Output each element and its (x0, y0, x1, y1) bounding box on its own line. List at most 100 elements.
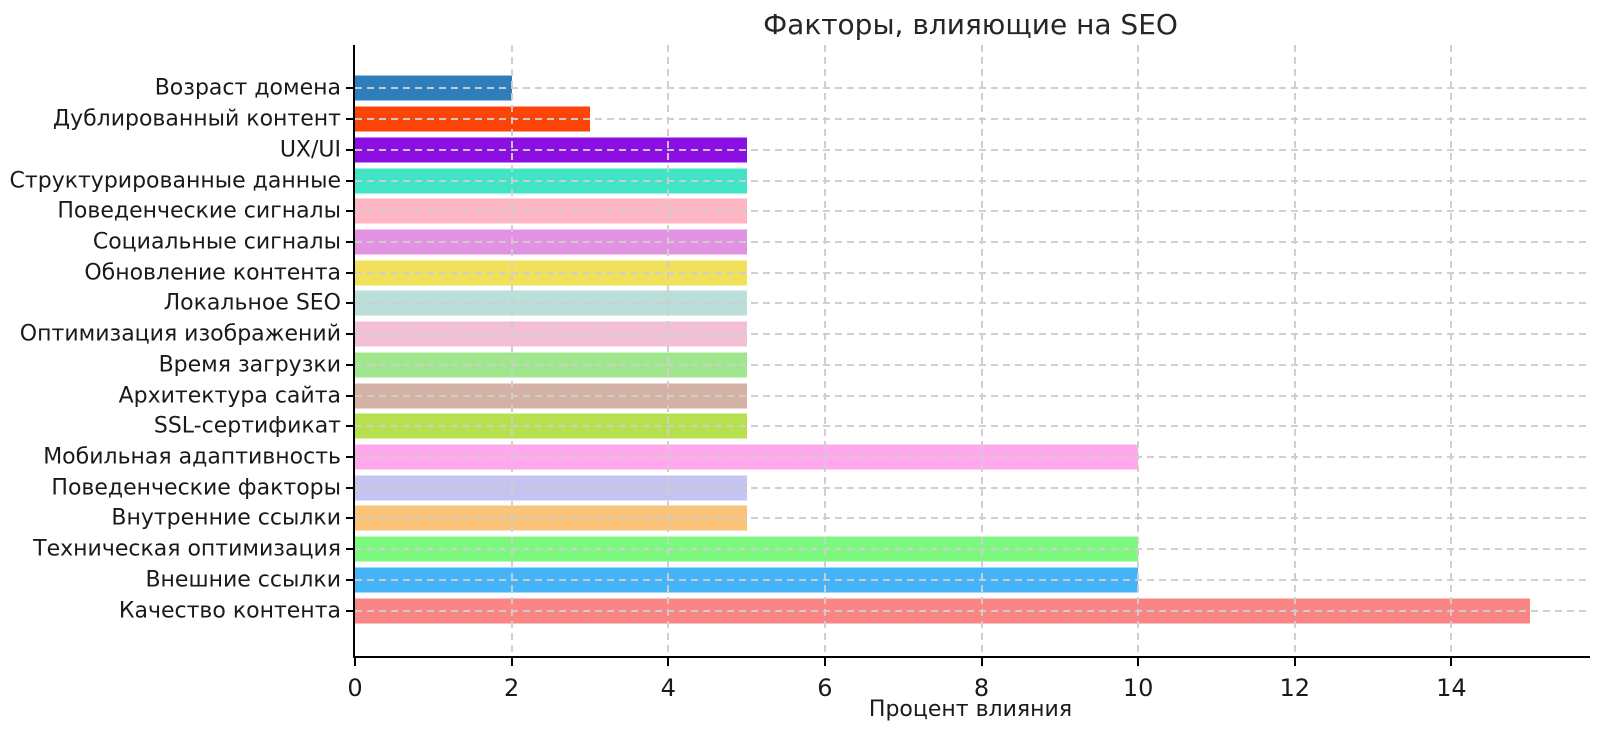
y-tick-mark (346, 578, 353, 581)
vertical-gridline (1293, 45, 1296, 656)
x-tick-mark (980, 656, 983, 666)
chart-row: Внутренние ссылки (111, 503, 1590, 534)
horizontal-gridline (355, 578, 1590, 581)
y-tick-label: Оптимизация изображений (19, 321, 341, 347)
y-tick-mark (346, 609, 353, 612)
horizontal-gridline (355, 179, 1590, 182)
horizontal-gridline (355, 333, 1590, 336)
chart-row: Мобильная адаптивность (43, 442, 1590, 473)
chart-title: Факторы, влияющие на SEO (763, 8, 1178, 41)
x-tick-mark (667, 656, 670, 666)
y-tick-mark (346, 363, 353, 366)
y-tick-mark (346, 240, 353, 243)
x-tick-mark (1450, 656, 1453, 666)
y-tick-mark (346, 394, 353, 397)
chart-row: Дублированный контент (53, 104, 1590, 135)
x-tick-label: 2 (503, 674, 520, 702)
horizontal-gridline (355, 394, 1590, 397)
horizontal-gridline (355, 486, 1590, 489)
y-tick-mark (346, 548, 353, 551)
vertical-gridline (823, 45, 826, 656)
vertical-gridline (510, 45, 513, 656)
y-tick-label: Обновление контента (84, 260, 341, 286)
plot-area: Возраст домена Дублированный контент UX/UI… (10, 45, 1590, 702)
x-tick-label: 4 (660, 674, 676, 702)
horizontal-gridline (355, 118, 1590, 121)
x-tick-mark (823, 656, 826, 666)
chart-row: Архитектура сайта (119, 380, 1590, 411)
y-tick-label: SSL-сертификат (153, 413, 341, 439)
y-tick-mark (346, 148, 353, 151)
y-tick-label: Поведенческие факторы (51, 475, 341, 501)
horizontal-gridline (355, 363, 1590, 366)
horizontal-gridline (355, 609, 1590, 612)
y-tick-label: Возраст домена (154, 75, 341, 101)
y-tick-mark (346, 271, 353, 274)
horizontal-gridline (355, 517, 1590, 520)
x-tick-label: 8 (973, 674, 990, 702)
x-tick-mark (1293, 656, 1296, 666)
y-tick-mark (346, 87, 353, 90)
horizontal-gridline (355, 425, 1590, 428)
y-tick-mark (346, 302, 353, 305)
chart-row: Социальные сигналы (93, 227, 1590, 258)
y-tick-label: Дублированный контент (52, 106, 341, 132)
chart-row: Поведенческие факторы (51, 472, 1590, 503)
chart-row: Внешние ссылки (145, 565, 1590, 596)
x-axis-label: Процент влияния (868, 697, 1073, 722)
horizontal-gridline (355, 240, 1590, 243)
y-tick-mark (346, 333, 353, 336)
x-tick-label: 0 (347, 674, 363, 702)
y-tick-label: Мобильная адаптивность (43, 444, 341, 470)
horizontal-gridline (355, 271, 1590, 274)
vertical-gridline (667, 45, 670, 656)
y-tick-label: Качество контента (118, 598, 341, 624)
y-tick-label: Поведенческие сигналы (57, 198, 341, 224)
y-tick-mark (346, 425, 353, 428)
y-tick-mark (346, 118, 353, 121)
y-tick-label: Локальное SEO (163, 290, 341, 316)
chart-row: SSL-сертификат (154, 411, 1590, 442)
bars-container: Возраст домена Дублированный контент UX/UI… (10, 73, 1590, 626)
chart-row: Обновление контента (84, 257, 1590, 288)
x-tick-mark (510, 656, 513, 666)
chart-row: UX/UI (280, 134, 1590, 165)
y-tick-label: Архитектура сайта (118, 383, 341, 409)
chart-row: Оптимизация изображений (20, 319, 1590, 350)
y-tick-mark (346, 455, 353, 458)
y-tick-label: Техническая оптимизация (33, 536, 341, 562)
horizontal-gridline (355, 87, 1590, 90)
chart-row: Качество контента (119, 595, 1590, 626)
chart-row: Структурированные данные (10, 165, 1590, 196)
y-tick-label: Структурированные данные (9, 168, 341, 194)
chart-row: Возраст домена (155, 73, 1590, 104)
y-tick-label: UX/UI (279, 137, 341, 163)
chart-row: Время загрузки (159, 349, 1590, 380)
y-tick-mark (346, 486, 353, 489)
y-tick-label: Внешние ссылки (145, 567, 341, 593)
y-tick-mark (346, 179, 353, 182)
horizontal-gridline (355, 455, 1590, 458)
chart-row: Локальное SEO (164, 288, 1590, 319)
horizontal-gridline (355, 302, 1590, 305)
y-tick-mark (346, 210, 353, 213)
y-tick-label: Внутренние ссылки (111, 505, 341, 531)
horizontal-gridline (355, 210, 1590, 213)
x-tick-label: 6 (817, 674, 833, 702)
vertical-gridline (1450, 45, 1453, 656)
vertical-gridline (980, 45, 983, 656)
horizontal-gridline (355, 148, 1590, 151)
y-tick-label: Время загрузки (158, 352, 341, 378)
chart-row: Техническая оптимизация (33, 534, 1590, 565)
vertical-gridline (1137, 45, 1140, 656)
horizontal-gridline (355, 548, 1590, 551)
x-tick-label: 10 (1122, 674, 1154, 702)
x-tick-mark (1137, 656, 1140, 666)
x-tick-label: 12 (1279, 674, 1311, 702)
y-tick-label: Социальные сигналы (92, 229, 341, 255)
chart-row: Поведенческие сигналы (57, 196, 1590, 227)
y-tick-mark (346, 517, 353, 520)
x-tick-mark (354, 656, 356, 666)
x-tick-label: 14 (1436, 674, 1467, 702)
